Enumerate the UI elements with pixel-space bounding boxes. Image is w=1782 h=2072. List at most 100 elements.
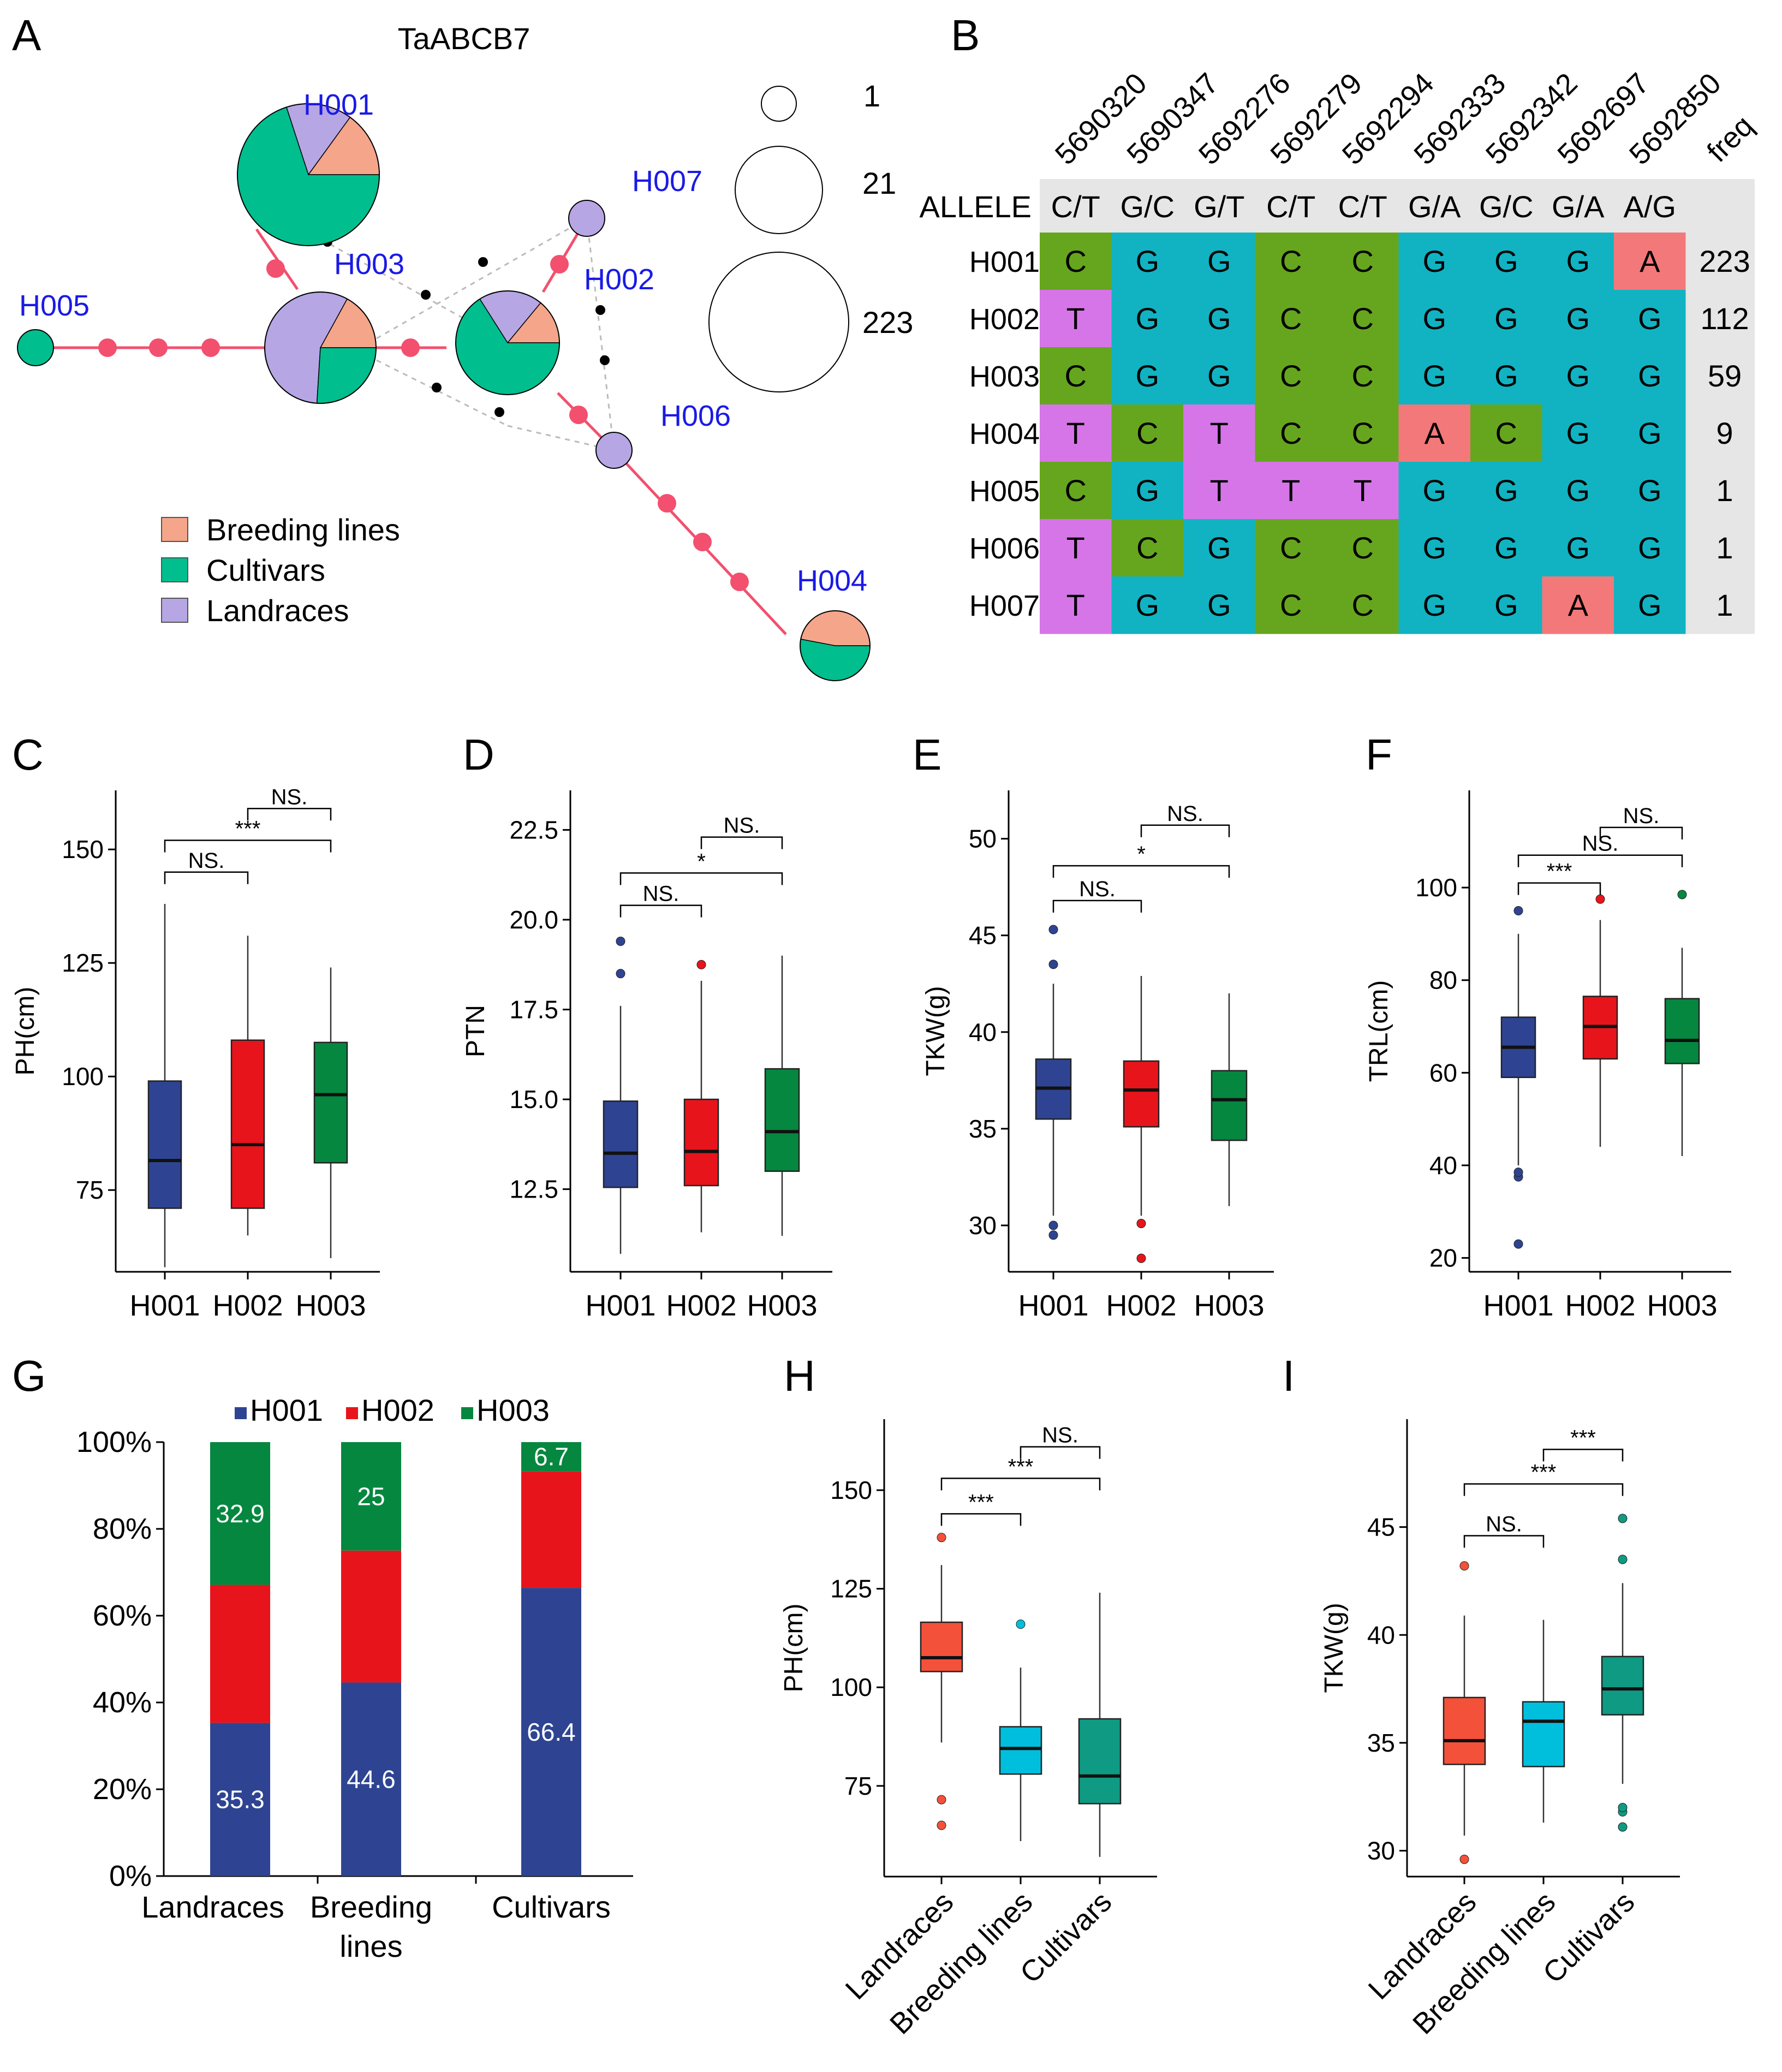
outlier-point <box>1016 1620 1026 1629</box>
y-tick-label: 45 <box>969 921 997 950</box>
base-cell: G <box>1207 359 1231 393</box>
significance-label: *** <box>235 817 261 841</box>
allele-header-cell: G/A <box>1408 189 1461 224</box>
node-label-h001: H001 <box>303 88 374 121</box>
base-cell-bg <box>1327 576 1399 634</box>
base-cell-bg <box>1255 347 1327 405</box>
box-2 <box>764 955 800 1236</box>
box-iqr <box>1443 1696 1486 1765</box>
base-cell-bg <box>1470 347 1542 405</box>
base-cell-bg <box>1614 519 1686 577</box>
legend-landraces: Landraces <box>206 593 349 628</box>
significance-bracket <box>619 904 702 918</box>
freq-cell: 1 <box>1716 531 1733 565</box>
freq-header: freq <box>1701 109 1760 168</box>
node-label-h004: H004 <box>797 564 867 597</box>
y-tick-label: 100% <box>76 1426 152 1458</box>
y-tick-label: 35 <box>969 1115 997 1143</box>
base-cell: A <box>1425 416 1445 450</box>
base-cell: G <box>1566 359 1590 393</box>
base-cell: T <box>1066 588 1085 622</box>
stacked-segment-h002 <box>521 1471 581 1588</box>
base-cell-bg <box>1183 347 1255 405</box>
freq-cell-bg <box>1685 576 1755 634</box>
y-tick-label: 35 <box>1367 1729 1395 1757</box>
outlier-point <box>1618 1514 1628 1523</box>
outlier-point <box>1618 1822 1628 1832</box>
base-cell-bg <box>1398 404 1471 462</box>
base-cell: C <box>1280 301 1302 336</box>
allele-header-cell: G/C <box>1120 189 1175 224</box>
base-cell-bg <box>1470 576 1542 634</box>
segment-label: 35.3 <box>216 1785 265 1814</box>
base-cell: C <box>1352 301 1374 336</box>
x-tick-label: H002 <box>1106 1289 1176 1322</box>
base-cell: T <box>1066 531 1085 565</box>
base-cell: C <box>1065 473 1087 508</box>
base-cell-bg <box>1183 233 1255 290</box>
table-row-hap: H002 <box>969 303 1040 336</box>
base-cell-bg <box>1111 404 1184 462</box>
allele-row-label: ALLELE <box>920 189 1032 224</box>
base-cell-bg <box>1111 519 1184 577</box>
y-tick-label: 125 <box>830 1575 872 1603</box>
base-cell: G <box>1135 244 1159 278</box>
significance-label: NS. <box>271 785 308 809</box>
y-tick-label: 100 <box>830 1673 872 1701</box>
y-tick-label: 22.5 <box>509 815 558 844</box>
allele-table: 5690320569034756922765692279569229456923… <box>920 67 1760 634</box>
x-tick-label-line: Breeding <box>310 1890 432 1924</box>
base-cell-bg <box>1255 462 1327 520</box>
x-tick-label: H001 <box>129 1289 200 1322</box>
significance-bracket <box>1599 826 1683 839</box>
table-row-hap: H006 <box>969 532 1040 565</box>
box-iqr <box>230 1039 265 1209</box>
size-legend-223: 223 <box>862 305 913 340</box>
base-cell: C <box>1352 416 1374 450</box>
box-0 <box>1500 906 1536 1249</box>
box-1 <box>1522 1620 1565 1823</box>
base-cell-bg <box>1542 519 1614 577</box>
y-tick-label: 60% <box>93 1599 152 1632</box>
box-iqr <box>1601 1656 1644 1716</box>
y-tick-label: 40 <box>969 1018 997 1046</box>
base-cell: G <box>1494 244 1518 278</box>
base-cell: T <box>1066 416 1085 450</box>
pie-outline <box>264 291 377 404</box>
box-1 <box>1123 976 1160 1263</box>
x-tick-label: H003 <box>295 1289 366 1322</box>
base-cell-bg <box>1398 347 1471 405</box>
box-1 <box>230 936 265 1236</box>
pie-h006 <box>595 432 633 469</box>
base-cell: T <box>1210 416 1229 450</box>
x-tick-label: H003 <box>747 1289 817 1322</box>
base-cell-bg <box>1327 462 1399 520</box>
y-tick-label: 30 <box>969 1211 997 1240</box>
panel-label-b: B <box>951 11 980 59</box>
significance-bracket <box>164 839 332 853</box>
pie-h002 <box>455 290 560 395</box>
outlier-point <box>1513 906 1523 915</box>
node-label-h006: H006 <box>660 400 731 432</box>
base-cell-bg <box>1542 347 1614 405</box>
outlier-point <box>1595 894 1605 904</box>
base-cell: G <box>1207 531 1231 565</box>
box-2 <box>1211 993 1248 1206</box>
x-tick-label: Cultivars <box>492 1890 611 1924</box>
base-cell-bg <box>1111 290 1184 348</box>
box-0 <box>147 904 182 1267</box>
base-cell-bg <box>1327 347 1399 405</box>
base-cell: G <box>1494 531 1518 565</box>
outlier-point <box>1136 1218 1146 1228</box>
boxplot-tkw-by-haplotype: 30 35 40 45 50 TKW(g) H001 H002 H003 NS. * NS. <box>921 790 1274 1322</box>
freq-cell: 59 <box>1708 359 1742 393</box>
y-tick-label: 17.5 <box>509 996 558 1024</box>
outlier-point <box>1048 1220 1058 1230</box>
segment-label: 32.9 <box>216 1499 265 1528</box>
box-0 <box>603 936 639 1254</box>
base-cell-bg <box>1040 233 1112 290</box>
base-cell: C <box>1136 416 1158 450</box>
significance-bracket <box>164 871 249 884</box>
significance-label: NS. <box>1167 802 1203 826</box>
